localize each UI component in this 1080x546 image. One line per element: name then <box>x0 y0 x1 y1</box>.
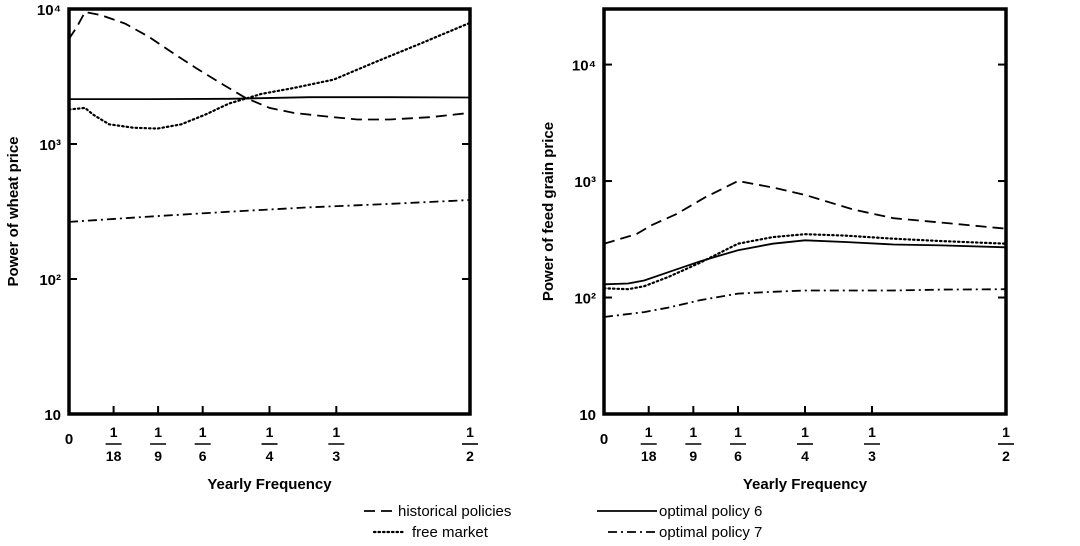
wheat-price-chart: 10 10² 10³ 10⁴ 0 1 18 1 9 1 6 1 4 1 3 1 2 Yearly Frequenc… <box>5 2 478 493</box>
x-tick-numerator: 1 <box>645 424 653 440</box>
x-axis-title: Yearly Frequency <box>207 476 332 493</box>
x-tick-numerator: 1 <box>154 424 162 440</box>
x-tick-numerator: 1 <box>689 424 697 440</box>
x-tick-denominator: 2 <box>1002 448 1010 464</box>
series-line-dashdot <box>603 288 1007 318</box>
x-tick-numerator: 1 <box>734 424 742 440</box>
x-tick-denominator: 18 <box>106 448 122 464</box>
legend-label: historical policies <box>398 503 511 520</box>
y-tick-label: 10² <box>574 291 596 308</box>
x-tick-numerator: 1 <box>868 424 876 440</box>
legend-label: optimal policy 6 <box>659 503 762 520</box>
series-line-solid <box>69 96 471 100</box>
x-tick-numerator: 1 <box>266 424 274 440</box>
plot-frame <box>602 7 1008 416</box>
x-tick-denominator: 9 <box>154 448 162 464</box>
y-tick-label: 10 <box>44 407 61 424</box>
series-line-dotted <box>602 233 1008 291</box>
plot-frame <box>67 7 472 416</box>
x-tick-label: 0 <box>600 431 608 448</box>
x-tick-denominator: 4 <box>266 448 274 464</box>
legend-label: free market <box>412 524 489 541</box>
x-tick-numerator: 1 <box>801 424 809 440</box>
x-tick-numerator: 1 <box>332 424 340 440</box>
series-line-dotted <box>67 21 472 130</box>
y-tick-label: 10² <box>39 272 61 289</box>
series-line-dashed <box>68 10 471 121</box>
x-tick-denominator: 18 <box>641 448 657 464</box>
y-tick-label: 10⁴ <box>572 58 596 75</box>
y-axis-title: Power of feed grain price <box>540 122 557 301</box>
legend-label: optimal policy 7 <box>659 524 762 541</box>
feed-grain-price-chart: 10 10² 10³ 10⁴ 0 1 18 1 9 1 6 1 4 1 3 1 2 Yearly Frequenc… <box>540 7 1014 493</box>
x-tick-numerator: 1 <box>466 424 474 440</box>
series-line-dashdot <box>68 199 471 223</box>
x-tick-numerator: 1 <box>199 424 207 440</box>
x-tick-denominator: 4 <box>801 448 809 464</box>
y-tick-label: 10³ <box>574 174 596 191</box>
series-line-dashed <box>603 180 1007 245</box>
series-line-solid <box>603 239 1007 286</box>
y-axis-title: Power of wheat price <box>5 136 22 286</box>
x-tick-label: 0 <box>65 431 73 448</box>
x-tick-denominator: 6 <box>199 448 207 464</box>
x-tick-numerator: 1 <box>1002 424 1010 440</box>
y-tick-label: 10³ <box>39 137 61 154</box>
legend: historical policies free market optimal po… <box>364 503 762 541</box>
y-tick-label: 10⁴ <box>37 2 61 19</box>
x-tick-denominator: 3 <box>332 448 340 464</box>
x-tick-numerator: 1 <box>110 424 118 440</box>
x-tick-denominator: 2 <box>466 448 474 464</box>
x-tick-denominator: 6 <box>734 448 742 464</box>
x-tick-denominator: 9 <box>689 448 697 464</box>
x-tick-denominator: 3 <box>868 448 876 464</box>
x-axis-title: Yearly Frequency <box>743 476 868 493</box>
y-tick-label: 10 <box>579 407 596 424</box>
